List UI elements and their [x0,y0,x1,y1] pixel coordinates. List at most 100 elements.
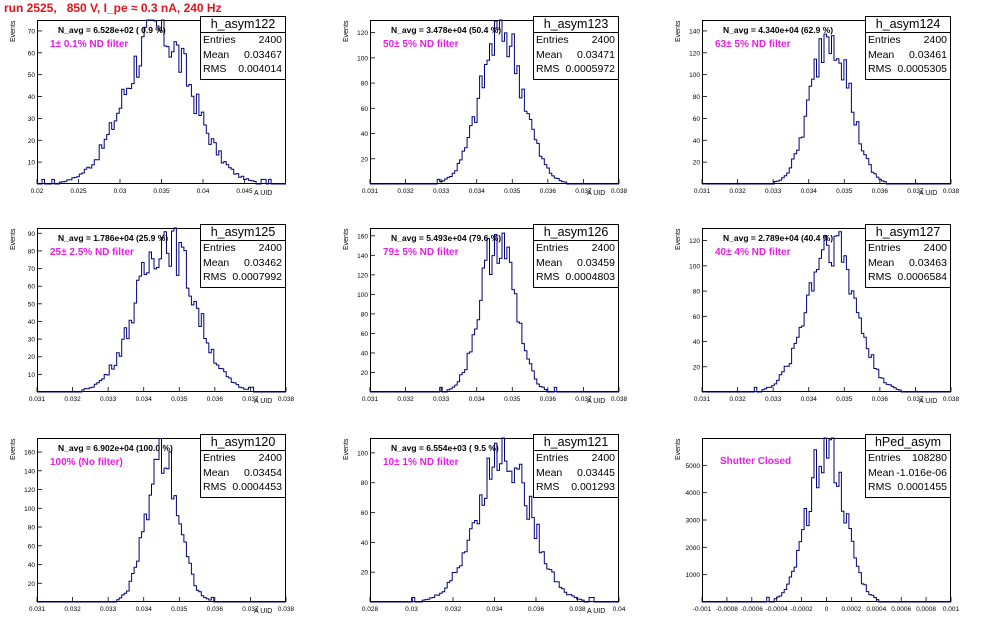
y-tick-label: 60 [361,510,369,517]
stats-row-entries: Entries 2400 [866,241,950,256]
histogram-name: h_asym127 [866,225,950,241]
histogram-line [370,19,619,185]
x-tick-label: 0.038 [611,396,628,403]
x-tick-label: 0.036 [540,396,557,403]
histogram-name: h_asym124 [866,17,950,33]
stats-label: Entries [203,34,236,46]
y-tick-label: 20 [361,156,369,163]
stats-value: 0.03467 [244,48,282,61]
x-tick-label: 0.036 [872,396,889,403]
x-tick-label: 0.032 [445,606,462,613]
x-tick-label: 0.032 [64,606,81,613]
stats-label: RMS [203,63,227,75]
x-axis-label: A UID [254,398,273,405]
stats-row-rms: RMS 0.0006584 [866,270,950,285]
x-axis-label: A UID [587,608,606,615]
filter-label: 100% (No filter) [50,457,123,468]
stats-label: Entries [536,34,569,46]
x-tick-label: 0.036 [872,188,889,195]
stats-label: RMS [536,271,560,283]
x-tick-label: 0.001 [943,606,960,613]
x-axis-label: A UID [587,398,606,405]
x-axis-label: A UID [919,190,938,197]
y-tick-label: 40 [361,350,369,357]
y-axis-label: Events [10,20,17,42]
y-tick-label: 40 [693,339,701,346]
navg-label: N_avg = 5.493e+04 (79.6 %) [391,233,502,243]
x-tick-label: 0.032 [397,188,414,195]
y-tick-label: 120 [357,272,368,279]
y-tick-label: 100 [689,263,700,270]
x-tick-label: 0.037 [575,188,592,195]
stats-row-rms: RMS 0.0004453 [201,480,285,495]
stats-label: Entries [868,34,901,46]
histogram-name: h_asym123 [534,17,618,33]
navg-label: N_avg = 1.786e+04 (25.9 %) [58,233,169,243]
x-tick-label: 0.038 [278,396,295,403]
histogram-line [702,437,951,603]
y-tick-label: 50 [28,301,36,308]
histogram-panel-h_asym121: 0.028 0.03 0.032 0.034 0.036 0.038 0.04 20 40 60 8… [343,434,626,615]
stats-value: 2400 [591,242,615,254]
y-tick-label: 100 [357,450,368,457]
filter-label: 1± 0.1% ND filter [50,39,129,50]
x-tick-label: 0.028 [362,606,379,613]
y-tick-label: 60 [693,314,701,321]
stats-value: 2400 [258,452,282,464]
stats-value: 2400 [591,452,615,464]
stats-row-mean: Mean 0.03459 [534,256,618,271]
histogram-line [37,19,286,185]
stats-row-mean: Mean 0.03454 [201,466,285,481]
y-tick-label: 90 [28,231,36,238]
y-tick-label: 2000 [686,545,701,552]
y-tick-label: 140 [357,253,368,260]
x-tick-label: 0.031 [29,396,46,403]
y-tick-label: 30 [28,116,36,123]
stats-value: 0.0005972 [565,63,615,75]
x-tick-label: 0.034 [486,606,503,613]
stats-row-rms: RMS 0.0001455 [866,480,950,495]
stats-label: RMS [203,271,227,283]
x-tick-label: 0.032 [729,396,746,403]
stats-row-rms: RMS 0.0005972 [534,62,618,77]
stats-box: hPed_asym Entries 108280 Mean -1.016e-06 RMS 0… [865,434,951,498]
histogram-name: h_asym126 [534,225,618,241]
stats-value: 0.004014 [238,63,282,75]
histogram-name: h_asym121 [534,435,618,451]
stats-row-mean: Mean 0.03471 [534,48,618,63]
run-title: run 2525, 850 V, I_pe ≈ 0.3 nA, 240 Hz [4,1,222,15]
stats-value: 2400 [923,34,947,46]
stats-label: RMS [868,63,892,75]
filter-label: 10± 1% ND filter [383,457,459,468]
x-tick-label: 0.037 [907,396,924,403]
stats-row-mean: Mean 0.03462 [201,256,285,271]
y-tick-label: 70 [28,266,36,273]
x-tick-label: 0.033 [433,188,450,195]
stats-label: RMS [536,481,560,493]
x-tick-label: 0.033 [433,396,450,403]
stats-value: 0.03445 [577,466,615,479]
plot-frame [702,228,951,392]
y-tick-label: 40 [361,540,369,547]
x-tick-label: 0.035 [171,606,188,613]
stats-label: Mean [536,466,563,479]
x-tick-label: 0.035 [504,396,521,403]
stats-value: 0.03454 [244,466,282,479]
filter-label: 79± 5% ND filter [383,247,459,258]
x-tick-label: 0.034 [136,396,153,403]
y-axis-label: Events [343,20,350,42]
y-tick-label: 100 [357,292,368,299]
stats-label: Entries [868,242,901,254]
y-tick-label: 5000 [686,463,701,470]
x-axis-label: A UID [254,190,273,197]
stats-row-rms: RMS 0.001293 [534,480,618,495]
y-tick-label: 60 [361,331,369,338]
stats-label: RMS [868,271,892,283]
x-tick-label: 0.037 [242,396,259,403]
x-tick-label: 0.037 [907,188,924,195]
y-tick-label: 80 [693,289,701,296]
stats-value: 0.0007992 [232,271,282,283]
stats-label: Mean [868,48,895,61]
y-tick-label: 40 [361,131,369,138]
stats-label: Mean [868,466,895,479]
